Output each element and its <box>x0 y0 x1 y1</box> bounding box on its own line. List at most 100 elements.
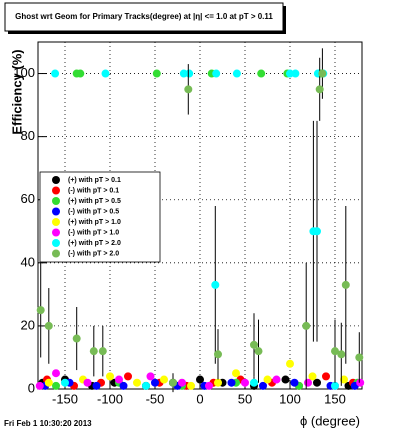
x-tick-label: -150 <box>52 391 78 406</box>
data-point <box>196 375 204 384</box>
data-point <box>250 340 258 349</box>
data-point <box>250 378 258 387</box>
title-box <box>4 2 284 32</box>
data-point <box>318 69 327 78</box>
data-point <box>356 378 365 387</box>
data-point <box>61 378 69 387</box>
data-point <box>313 378 321 387</box>
data-point <box>290 378 299 387</box>
data-point <box>337 350 346 359</box>
data-point <box>322 372 330 381</box>
data-point <box>331 347 339 356</box>
data-point <box>212 69 221 78</box>
data-point <box>272 375 281 384</box>
data-point <box>205 381 213 390</box>
data-point <box>115 375 123 384</box>
data-point <box>142 381 150 390</box>
data-point <box>302 321 311 330</box>
data-point <box>72 334 81 343</box>
data-point <box>36 306 45 315</box>
legend-box <box>39 171 161 263</box>
data-point <box>76 69 85 78</box>
data-point <box>232 369 240 378</box>
data-point <box>341 280 350 289</box>
data-point <box>152 69 161 78</box>
y-tick-label: 100 <box>13 65 35 80</box>
data-point <box>151 378 159 387</box>
data-point <box>291 69 300 78</box>
data-point <box>124 372 132 381</box>
data-point <box>83 378 92 387</box>
data-point <box>101 69 110 78</box>
data-point <box>119 381 128 390</box>
data-point <box>355 353 364 362</box>
data-point <box>304 378 312 387</box>
data-point <box>211 280 220 289</box>
data-point <box>214 350 222 359</box>
legend-marker <box>52 228 60 237</box>
legend-marker <box>52 249 60 258</box>
data-point <box>89 347 98 356</box>
data-point <box>92 381 101 390</box>
data-point <box>281 375 290 384</box>
legend-marker <box>52 186 60 195</box>
data-point <box>227 378 236 387</box>
legend-marker <box>52 207 60 216</box>
x-tick-label: 50 <box>238 391 252 406</box>
legend-label: (-) with pT > 2.0 <box>68 250 119 257</box>
data-point <box>263 375 272 384</box>
data-point <box>331 381 339 390</box>
x-tick-label: 150 <box>324 391 346 406</box>
y-tick-label: 20 <box>21 317 35 332</box>
legend-marker <box>52 176 60 184</box>
legend-label: (-) with pT > 0.5 <box>68 208 119 215</box>
data-point <box>313 227 321 236</box>
data-point <box>178 378 186 387</box>
data-point <box>44 321 53 330</box>
legend-label: (+) with pT > 0.1 <box>68 177 121 184</box>
y-tick-label: 60 <box>21 191 35 206</box>
data-point <box>98 347 107 356</box>
data-point <box>187 381 195 390</box>
legend-label: (-) with pT > 1.0 <box>68 229 119 236</box>
x-tick-label: 0 <box>196 391 203 406</box>
data-point <box>184 85 193 94</box>
x-tick-label: 100 <box>279 391 301 406</box>
data-point <box>241 378 249 387</box>
x-tick-label: -50 <box>146 391 165 406</box>
data-point <box>106 372 114 381</box>
legend-label: (-) with pT > 0.1 <box>68 187 119 194</box>
y-tick-label: 0 <box>28 380 35 395</box>
data-point <box>51 69 60 78</box>
data-point <box>160 375 168 384</box>
x-axis-label: ϕ (degree) <box>300 413 360 428</box>
legend-label: (+) with pT > 1.0 <box>68 219 121 226</box>
data-point <box>259 381 267 390</box>
data-point <box>169 378 177 387</box>
legend-marker <box>52 197 60 205</box>
legend-marker <box>52 218 60 226</box>
data-point <box>254 347 263 356</box>
data-point <box>214 378 222 387</box>
y-tick-label: 80 <box>21 128 35 143</box>
y-tick-label: 40 <box>21 254 35 269</box>
data-point <box>146 372 155 381</box>
data-point <box>257 69 266 78</box>
data-point <box>52 369 60 378</box>
data-point <box>133 378 141 387</box>
data-point <box>35 381 44 390</box>
legend-marker <box>52 239 60 247</box>
footer: Fri Feb 1 10:30:20 2013 <box>4 419 92 428</box>
data-point <box>308 372 317 381</box>
data-point <box>232 69 241 78</box>
y-axis-label: Efficiency (%) <box>9 49 24 134</box>
legend-label: (+) with pT > 2.0 <box>68 240 121 247</box>
data-point <box>52 381 60 390</box>
data-point <box>315 85 324 94</box>
data-point <box>44 378 53 387</box>
data-point <box>286 359 294 368</box>
legend-label: (+) with pT > 0.5 <box>68 198 121 205</box>
chart-title: Ghost wrt Geom for Primary Tracks(degree… <box>15 12 273 21</box>
data-point <box>340 375 348 384</box>
